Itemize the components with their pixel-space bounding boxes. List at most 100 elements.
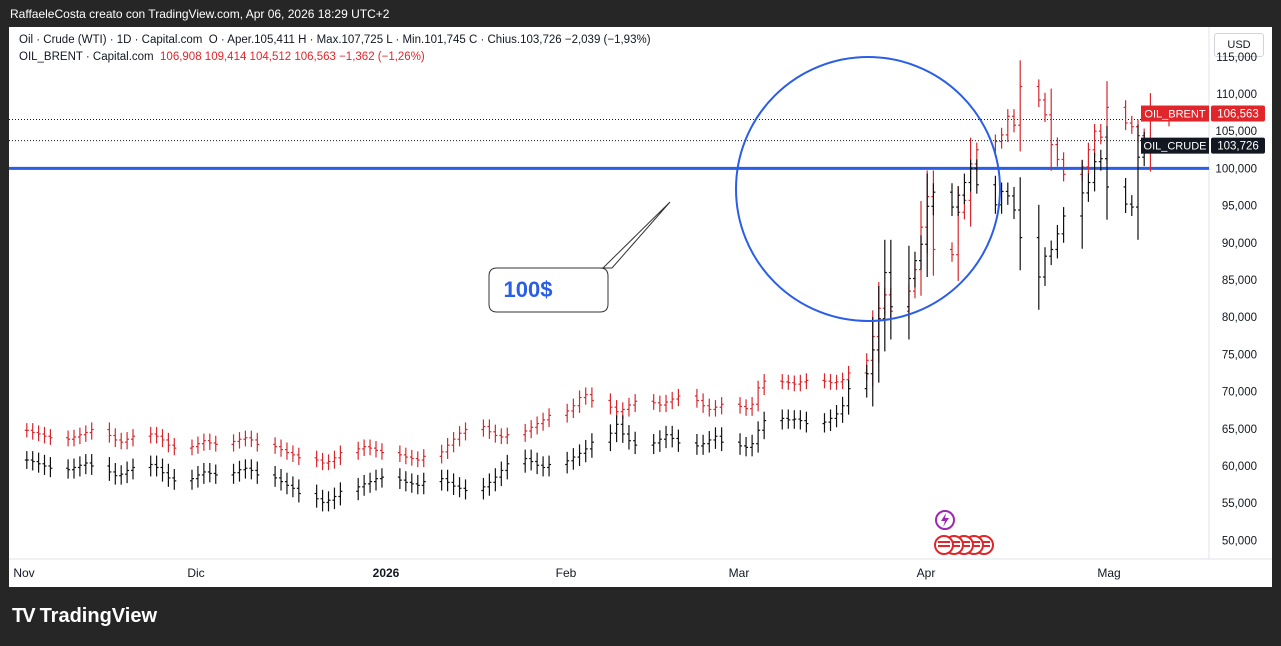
- ohlc-bar: [24, 423, 29, 438]
- ohlc-bar: [30, 423, 35, 440]
- ohlc-bar: [409, 449, 414, 466]
- y-tick-label: 115,000: [1216, 52, 1257, 64]
- ohlc-bar: [125, 461, 130, 484]
- ohlc-bar: [243, 430, 248, 447]
- flag-stripe: [938, 545, 950, 547]
- ohlc-bar: [1012, 109, 1016, 133]
- ohlc-bar: [113, 463, 118, 485]
- ohlc-bar: [499, 428, 504, 445]
- ohlc-bar: [608, 393, 613, 415]
- ohlc-bar: [589, 387, 594, 408]
- ohlc-bar: [974, 159, 979, 194]
- x-tick-label: Mag: [1097, 566, 1120, 580]
- ohlc-bar: [77, 456, 82, 477]
- flag-stripe: [938, 541, 950, 543]
- ohlc-bar: [505, 454, 510, 480]
- chart-plot-area[interactable]: Oil · Crude (WTI) · 1D · Capital.com O ·…: [9, 27, 1272, 587]
- ohlc-bar: [792, 410, 797, 429]
- ohlc-bar: [676, 429, 681, 452]
- y-tick-label: 85,000: [1222, 275, 1257, 287]
- ohlc-bar: [589, 433, 594, 458]
- ohlc-bar: [1049, 240, 1054, 266]
- y-tick-label: 70,000: [1222, 387, 1257, 399]
- ohlc-bar: [571, 448, 576, 470]
- ohlc-bar: [956, 186, 961, 216]
- ohlc-bar: [738, 397, 743, 414]
- legend-wti[interactable]: Oil · Crude (WTI) · 1D · Capital.com O ·…: [19, 34, 651, 46]
- ohlc-bar: [207, 463, 212, 483]
- ohlc-bar: [840, 396, 845, 423]
- ohlc-bar: [906, 245, 911, 340]
- ohlc-bar: [707, 398, 712, 417]
- ohlc-bar: [195, 436, 200, 454]
- ohlc-bar: [487, 473, 492, 496]
- svg-text:OIL_CRUDE: OIL_CRUDE: [1144, 141, 1207, 153]
- wti-bars: [24, 124, 1147, 512]
- ohlc-bar: [77, 427, 82, 445]
- ohlc-bar: [1018, 177, 1023, 271]
- ohlc-bar: [249, 430, 254, 448]
- ohlc-bar: [83, 454, 88, 475]
- ohlc-bar: [36, 452, 41, 473]
- ohlc-bar: [113, 428, 118, 448]
- ohlc-bar: [499, 461, 504, 487]
- ohlc-bar: [828, 409, 833, 432]
- ohlc-bar: [166, 463, 171, 487]
- ohlc-bar: [701, 393, 706, 413]
- ohlc-bar: [362, 439, 367, 457]
- ohlc-bar: [828, 374, 833, 390]
- ohlc-bar: [999, 127, 1004, 149]
- flag-stripe: [978, 541, 990, 543]
- ohlc-bar: [535, 452, 540, 475]
- ohlc-bar: [713, 427, 718, 449]
- ohlc-bar: [397, 468, 402, 490]
- callout-box: [488, 201, 671, 313]
- ohlc-bar: [840, 372, 845, 390]
- ohlc-bar: [701, 434, 706, 455]
- ohlc-bar: [846, 379, 851, 415]
- ohlc-bar: [89, 422, 94, 440]
- ohlc-bar: [1092, 124, 1097, 157]
- y-tick-label: 110,000: [1216, 89, 1257, 101]
- ohlc-bar: [48, 429, 53, 445]
- ohlc-bar: [201, 433, 206, 451]
- flag-stripe: [968, 541, 980, 543]
- ohlc-bar: [421, 449, 426, 468]
- ohlc-bar: [1098, 124, 1103, 145]
- ohlc-bar: [798, 410, 803, 430]
- ohlc-bar: [1136, 124, 1140, 240]
- ohlc-bar: [463, 479, 468, 500]
- ohlc-bar: [1092, 152, 1097, 192]
- ohlc-bar: [912, 251, 917, 288]
- ohlc-bar: [42, 426, 47, 444]
- ohlc-bar: [919, 235, 923, 270]
- legend-brent[interactable]: OIL_BRENT · Capital.com 106,908 109,414 …: [19, 51, 425, 63]
- ohlc-bar: [107, 457, 112, 481]
- ohlc-bar: [36, 425, 41, 442]
- ohlc-bar: [160, 458, 165, 482]
- price-tag: OIL_BRENT 106,563: [1141, 105, 1265, 122]
- ohlc-bar: [279, 439, 284, 457]
- ohlc-bar: [72, 458, 76, 479]
- ohlc-bar: [1098, 149, 1103, 171]
- ohlc-bar: [804, 373, 809, 390]
- ohlc-bar: [565, 451, 570, 474]
- ohlc-bar: [1043, 92, 1047, 122]
- ohlc-bar: [89, 454, 94, 475]
- ohlc-bar: [457, 477, 462, 498]
- ohlc-bar: [481, 477, 486, 500]
- currency-button[interactable]: USD: [1214, 33, 1264, 57]
- ohlc-bar: [409, 473, 414, 493]
- ohlc-bar: [676, 388, 681, 407]
- ohlc-bar: [332, 487, 337, 510]
- ohlc-bar: [670, 391, 675, 410]
- ohlc-bar: [172, 438, 177, 456]
- ohlc-bar: [792, 375, 797, 392]
- ohlc-bar: [577, 444, 582, 466]
- ohlc-bar: [125, 432, 130, 450]
- ohlc-bar: [571, 398, 576, 419]
- ohlc-bar: [379, 468, 384, 488]
- ohlc-bar: [231, 463, 236, 484]
- tradingview-logo[interactable]: TV TradingView: [12, 605, 157, 628]
- ohlc-bar: [547, 455, 552, 477]
